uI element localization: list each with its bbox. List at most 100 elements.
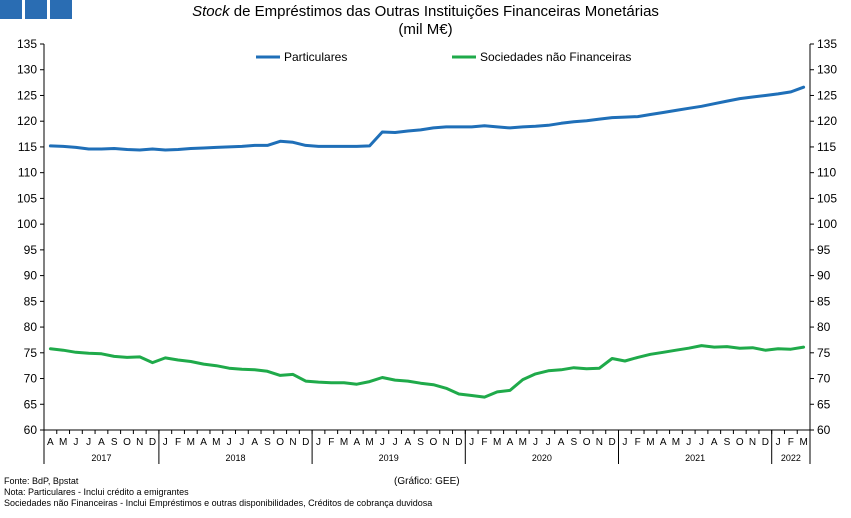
month-label: A bbox=[47, 437, 54, 448]
month-label: M bbox=[212, 437, 220, 448]
y-tick-label-left: 105 bbox=[17, 191, 37, 205]
chart-title-block: Stock de Empréstimos das Outras Institui… bbox=[0, 3, 851, 39]
month-label: N bbox=[443, 437, 450, 448]
month-label: J bbox=[699, 437, 704, 448]
month-label: J bbox=[622, 437, 627, 448]
y-tick-label-left: 130 bbox=[17, 63, 37, 77]
month-label: S bbox=[111, 437, 118, 448]
y-tick-label-left: 70 bbox=[24, 372, 38, 386]
month-label: A bbox=[660, 437, 667, 448]
month-label: N bbox=[136, 437, 143, 448]
legend-label: Sociedades não Financeiras bbox=[480, 50, 631, 64]
month-label: M bbox=[646, 437, 654, 448]
month-label: A bbox=[405, 437, 412, 448]
month-label: M bbox=[187, 437, 195, 448]
month-label: A bbox=[251, 437, 258, 448]
month-label: A bbox=[353, 437, 360, 448]
series-line-snf bbox=[48, 344, 806, 399]
y-tick-label-left: 95 bbox=[24, 243, 38, 257]
month-label: M bbox=[59, 437, 67, 448]
y-tick-label-left: 65 bbox=[24, 397, 38, 411]
y-tick-label-right: 125 bbox=[817, 88, 837, 102]
y-tick-label-right: 90 bbox=[817, 269, 831, 283]
month-label: M bbox=[519, 437, 527, 448]
month-label: J bbox=[469, 437, 474, 448]
month-label: S bbox=[264, 437, 271, 448]
month-label: F bbox=[328, 437, 334, 448]
month-label: N bbox=[749, 437, 756, 448]
y-tick-label-left: 110 bbox=[18, 166, 37, 180]
y-tick-label-right: 60 bbox=[817, 423, 831, 437]
logo-square bbox=[50, 0, 72, 19]
y-tick-label-right: 120 bbox=[817, 114, 837, 128]
month-label: D bbox=[455, 437, 462, 448]
y-tick-label-right: 75 bbox=[817, 346, 831, 360]
year-label: 2018 bbox=[225, 453, 245, 463]
y-tick-label-right: 115 bbox=[817, 140, 836, 154]
y-tick-label-right: 85 bbox=[817, 294, 831, 308]
year-label: 2017 bbox=[91, 453, 111, 463]
chart-subtitle: (mil M€) bbox=[398, 21, 453, 38]
year-label: 2021 bbox=[685, 453, 705, 463]
chart-credit: (Gráfico: GEE) bbox=[394, 476, 460, 487]
note-snf: Sociedades não Financeiras - Inclui Empr… bbox=[4, 498, 433, 508]
y-tick-label-right: 70 bbox=[817, 372, 831, 386]
y-tick-label-left: 75 bbox=[24, 346, 38, 360]
month-label: J bbox=[380, 437, 385, 448]
month-label: F bbox=[635, 437, 641, 448]
month-label: N bbox=[289, 437, 296, 448]
note-particulares: Nota: Particulares - Inclui crédito a em… bbox=[4, 487, 189, 497]
footer-notes: Fonte: BdP, Bpstat Nota: Particulares - … bbox=[4, 476, 432, 509]
month-label: M bbox=[365, 437, 373, 448]
month-label: A bbox=[558, 437, 565, 448]
y-tick-label-left: 80 bbox=[24, 320, 38, 334]
logo-square bbox=[25, 0, 47, 19]
y-tick-label-left: 100 bbox=[17, 217, 37, 231]
month-label: J bbox=[163, 437, 168, 448]
month-label: J bbox=[316, 437, 321, 448]
month-label: J bbox=[686, 437, 691, 448]
month-label: D bbox=[302, 437, 309, 448]
month-label: S bbox=[417, 437, 424, 448]
month-label: D bbox=[149, 437, 156, 448]
month-label: F bbox=[788, 437, 794, 448]
month-label: D bbox=[762, 437, 769, 448]
month-label: S bbox=[570, 437, 577, 448]
y-tick-label-left: 90 bbox=[24, 269, 38, 283]
month-label: J bbox=[239, 437, 244, 448]
month-label: D bbox=[608, 437, 615, 448]
y-tick-label-right: 135 bbox=[817, 37, 837, 51]
month-label: M bbox=[799, 437, 807, 448]
year-label: 2022 bbox=[781, 453, 801, 463]
y-tick-label-left: 135 bbox=[17, 37, 37, 51]
y-tick-label-right: 110 bbox=[817, 166, 836, 180]
month-label: J bbox=[393, 437, 398, 448]
month-label: A bbox=[200, 437, 207, 448]
y-tick-label-right: 105 bbox=[817, 191, 837, 205]
y-tick-label-right: 130 bbox=[817, 63, 837, 77]
month-label: J bbox=[86, 437, 91, 448]
month-label: A bbox=[507, 437, 514, 448]
month-label: J bbox=[73, 437, 78, 448]
month-label: M bbox=[672, 437, 680, 448]
month-label: J bbox=[533, 437, 538, 448]
y-tick-label-right: 65 bbox=[817, 397, 831, 411]
month-label: J bbox=[227, 437, 232, 448]
logo bbox=[0, 0, 72, 19]
series-line-particulares bbox=[48, 85, 806, 152]
month-label: M bbox=[340, 437, 348, 448]
y-tick-label-right: 80 bbox=[817, 320, 831, 334]
logo-square bbox=[0, 0, 22, 19]
y-tick-label-left: 85 bbox=[24, 294, 38, 308]
y-tick-label-left: 125 bbox=[17, 88, 37, 102]
source-text: Fonte: BdP, Bpstat bbox=[4, 476, 79, 486]
chart-title: Stock de Empréstimos das Outras Institui… bbox=[192, 3, 659, 20]
y-tick-label-right: 100 bbox=[817, 217, 837, 231]
y-tick-label-right: 95 bbox=[817, 243, 831, 257]
y-tick-label-left: 60 bbox=[24, 423, 38, 437]
month-label: N bbox=[596, 437, 603, 448]
month-label: M bbox=[493, 437, 501, 448]
year-label: 2019 bbox=[379, 453, 399, 463]
month-label: A bbox=[98, 437, 105, 448]
